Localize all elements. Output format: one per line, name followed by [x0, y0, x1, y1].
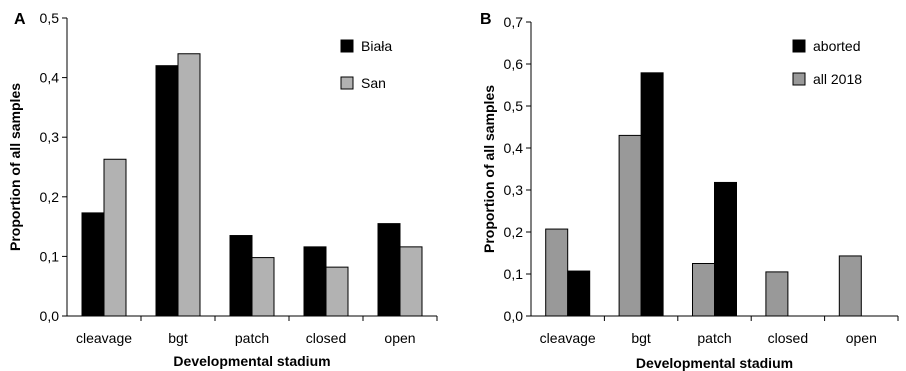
y-tick-label: 0,5	[504, 98, 524, 114]
legend-swatch	[340, 39, 354, 53]
x-tick-label: open	[846, 330, 877, 346]
y-axis-title: Proportion of all samples	[7, 83, 23, 251]
bar-all-2018-patch	[692, 263, 715, 317]
x-tick-label: patch	[697, 330, 731, 346]
bar-san-open	[399, 246, 423, 317]
x-axis-title: Developmental stadium	[636, 355, 793, 371]
y-tick-label: 0,3	[504, 182, 524, 198]
bar-aborted-patch	[714, 181, 737, 317]
legend: Biała San	[340, 38, 392, 91]
legend: aborted all 2018	[792, 38, 862, 87]
x-axis-title: Developmental stadium	[173, 353, 330, 369]
bar-bia-a-bgt	[155, 65, 179, 317]
x-tick-label: bgt	[168, 330, 188, 346]
bar-bia-a-closed	[303, 246, 327, 317]
legend-label: all 2018	[813, 71, 862, 87]
chart-panel-b: B 0,0 0,1 0,2 0,3 0,4 0,5 0,6 0,7 cleavage bgt patc…	[480, 11, 899, 371]
panel-label: B	[480, 11, 492, 28]
y-tick-label: 0,1	[504, 266, 524, 282]
y-tick-label: 0,4	[40, 70, 60, 86]
bar-bia-a-cleavage	[81, 212, 105, 317]
x-tick-label: closed	[306, 330, 346, 346]
x-tick-label: closed	[768, 330, 808, 346]
y-tick-label: 0,3	[40, 129, 60, 145]
y-tick-label: 0,1	[40, 248, 60, 264]
y-tick-label: 0,2	[40, 189, 60, 205]
x-tick-label: open	[384, 330, 415, 346]
bar-san-bgt	[177, 53, 201, 317]
y-tick-label: 0,7	[504, 14, 524, 30]
bar-bia-a-open	[377, 223, 401, 317]
x-tick-label: cleavage	[76, 330, 132, 346]
x-tick-label: bgt	[631, 330, 651, 346]
y-tick-label: 0,4	[504, 140, 524, 156]
bar-san-cleavage	[103, 158, 127, 317]
x-tick-label: cleavage	[540, 330, 596, 346]
legend-swatch	[340, 76, 354, 90]
bar-san-closed	[325, 266, 349, 317]
bar-bia-a-patch	[229, 235, 253, 317]
y-tick-label: 0,5	[40, 10, 60, 26]
bar-aborted-bgt	[640, 72, 664, 317]
chart-panel-a: A 0,0 0,1 0,2 0,3 0,4 0,5 cleavage bgt patch close…	[7, 10, 438, 369]
bar-aborted-cleavage	[567, 270, 591, 317]
panel-label: A	[14, 11, 26, 28]
legend-swatch	[792, 72, 806, 86]
y-tick-label: 0,6	[504, 56, 524, 72]
legend-label: aborted	[813, 38, 860, 54]
legend-swatch	[792, 39, 806, 53]
legend-label: San	[361, 75, 386, 91]
bar-all-2018-open	[838, 255, 862, 317]
y-tick-label: 0,0	[504, 308, 524, 324]
y-tick-label: 0,0	[40, 308, 60, 324]
y-tick-label: 0,2	[504, 224, 524, 240]
bar-all-2018-closed	[765, 271, 789, 317]
bar-san-patch	[251, 257, 275, 317]
y-axis-title: Proportion of all samples	[481, 85, 497, 253]
bar-all-2018-cleavage	[545, 228, 569, 317]
x-tick-label: patch	[235, 330, 269, 346]
legend-label: Biała	[361, 38, 392, 54]
bar-all-2018-bgt	[618, 134, 642, 317]
